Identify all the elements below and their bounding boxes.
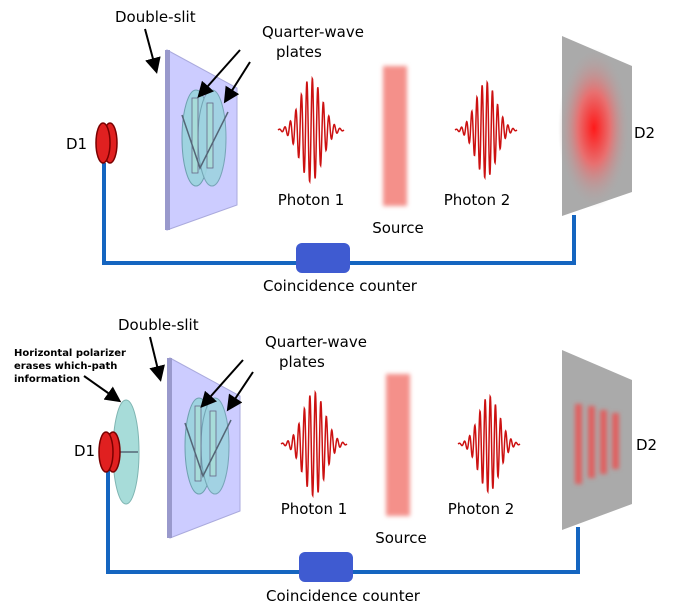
qwp-arrow-2 bbox=[226, 62, 250, 100]
double-slit-arrow bbox=[145, 29, 156, 70]
qwp-label-line2-bottom: plates bbox=[279, 353, 325, 371]
photon-2-wave-bottom bbox=[458, 397, 520, 492]
d1-label: D1 bbox=[66, 135, 87, 153]
photon-1-wave-bottom bbox=[281, 393, 347, 496]
d2-label-bottom: D2 bbox=[636, 436, 657, 454]
source-bottom bbox=[386, 374, 410, 516]
double-slit-edge bbox=[165, 50, 170, 230]
source-label-bottom: Source bbox=[375, 529, 427, 547]
photon-1-label: Photon 1 bbox=[278, 191, 345, 209]
coincidence-counter-label: Coincidence counter bbox=[263, 277, 418, 295]
qwp-label-line2: plates bbox=[276, 43, 322, 61]
polarizer-label-line3: information bbox=[14, 374, 80, 385]
slit-2-bottom bbox=[210, 411, 216, 476]
polarizer-label-line2: erases which-path bbox=[14, 361, 117, 372]
source-label: Source bbox=[372, 219, 424, 237]
coincidence-counter bbox=[296, 243, 350, 273]
double-slit-arrow-bottom bbox=[150, 337, 160, 378]
double-slit-edge-bottom bbox=[167, 358, 172, 538]
qwp-arrow-2-bottom bbox=[229, 372, 253, 408]
photon-2-label-bottom: Photon 2 bbox=[448, 500, 515, 518]
coincidence-counter-label-bottom: Coincidence counter bbox=[266, 587, 421, 605]
coincidence-counter-bottom bbox=[299, 552, 353, 582]
detector-d1-bottom bbox=[99, 432, 120, 472]
detector-d1 bbox=[96, 123, 117, 163]
slit-2 bbox=[207, 103, 213, 168]
interference-spot bbox=[558, 48, 630, 208]
bottom-panel: Coincidence counter Horizontal polarizer… bbox=[14, 316, 657, 605]
double-slit-label-bottom: Double-slit bbox=[118, 316, 199, 334]
qwp-label-line1-bottom: Quarter-wave bbox=[265, 333, 367, 351]
detector-d2-screen-bottom bbox=[562, 350, 632, 530]
double-slit-label: Double-slit bbox=[115, 8, 196, 26]
photon-1-label-bottom: Photon 1 bbox=[281, 500, 348, 518]
qwp-label-line1: Quarter-wave bbox=[262, 23, 364, 41]
polarizer-arrow bbox=[84, 376, 118, 400]
photon-2-label: Photon 2 bbox=[444, 191, 511, 209]
source bbox=[383, 66, 407, 206]
d2-label: D2 bbox=[634, 124, 655, 142]
polarizer-label-line1: Horizontal polarizer bbox=[14, 348, 126, 359]
photon-1-wave bbox=[278, 79, 344, 182]
top-panel: Coincidence counter D1 Double-slit Quart… bbox=[66, 8, 655, 295]
photon-2-wave bbox=[455, 83, 517, 178]
d1-label-bottom: D1 bbox=[74, 442, 95, 460]
